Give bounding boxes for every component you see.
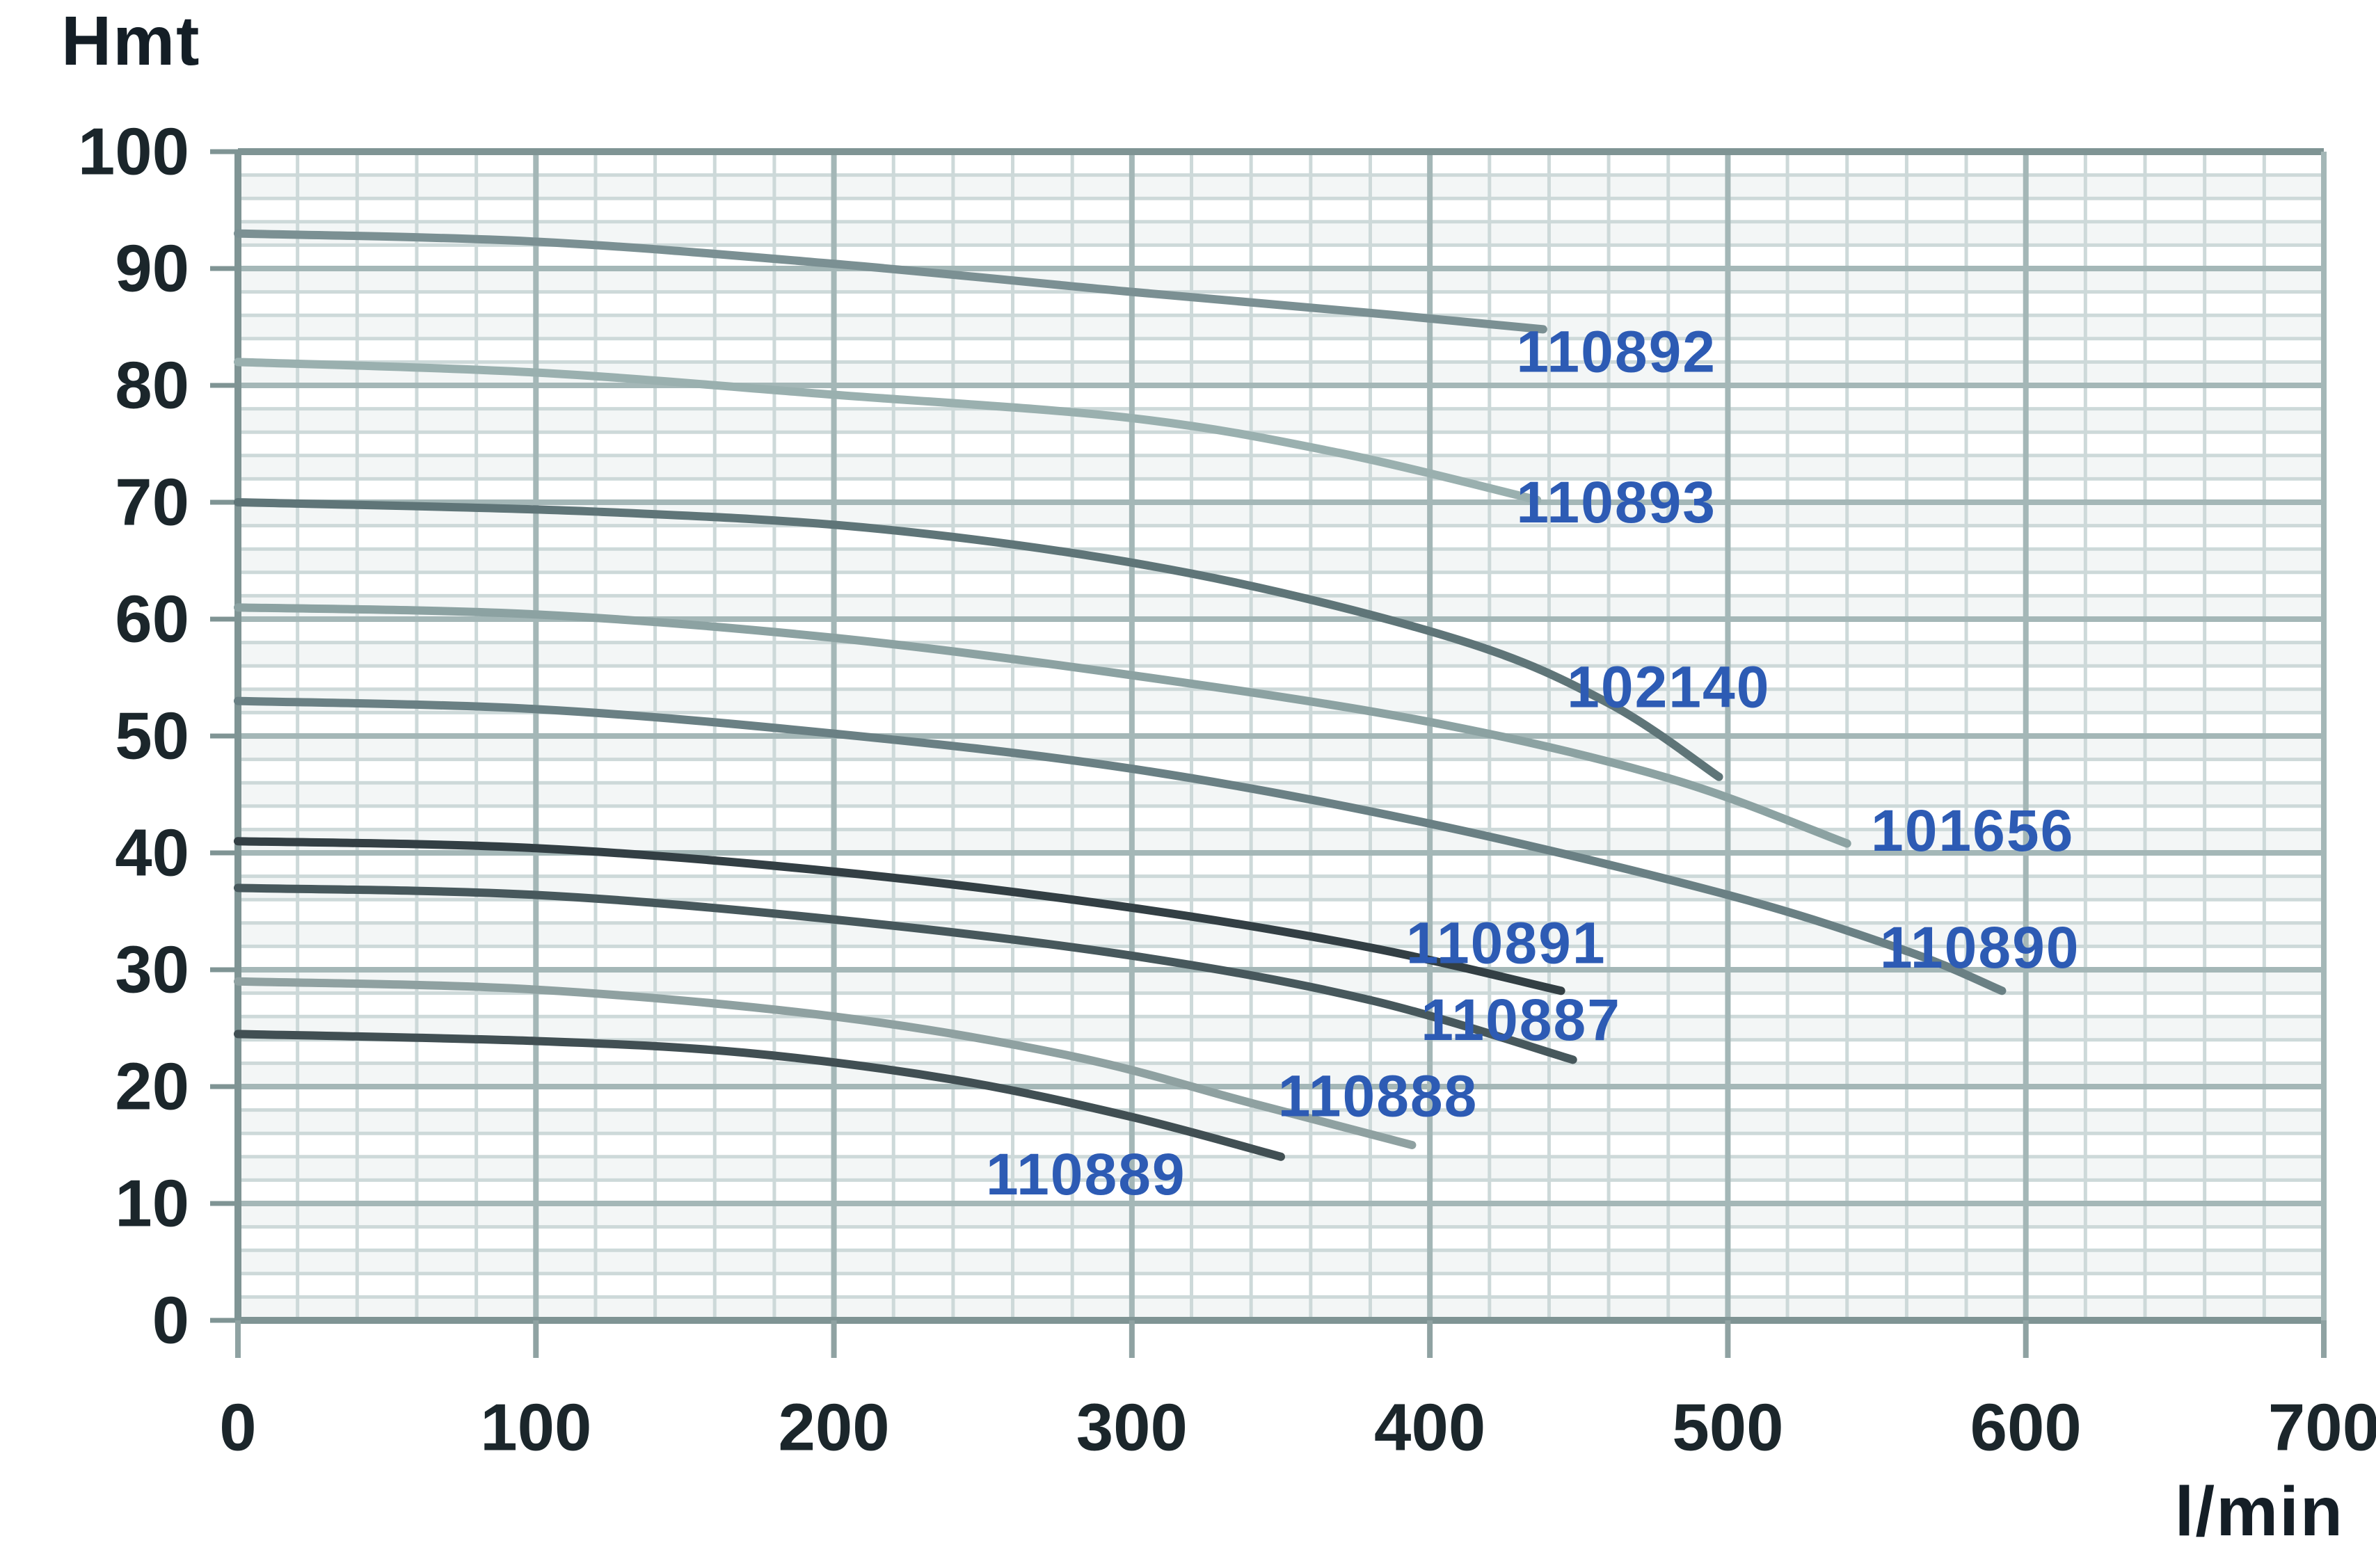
- x-tick-label: 0: [219, 1391, 256, 1465]
- curve-110891: [234, 837, 1565, 995]
- y-tick-label: 20: [115, 1050, 189, 1124]
- x-tick-label: 100: [480, 1391, 591, 1465]
- y-tick-label: 60: [115, 582, 189, 657]
- y-tick-label: 70: [115, 465, 189, 540]
- x-tick-label: 300: [1076, 1391, 1188, 1465]
- y-tick-label: 10: [115, 1167, 189, 1241]
- x-tick-label: 600: [1970, 1391, 2082, 1465]
- y-tick-label: 90: [115, 232, 189, 306]
- curve-110890: [234, 696, 2007, 995]
- curve-110889: [234, 1030, 1285, 1161]
- curve-102140: [234, 498, 1723, 781]
- curve-label-110887: 110887: [1421, 987, 1621, 1053]
- grid-band: [238, 408, 2324, 433]
- curve-label-110889: 110889: [986, 1142, 1186, 1207]
- x-tick-label: 700: [2268, 1391, 2376, 1465]
- y-tick-label: 30: [115, 933, 189, 1007]
- grid-band: [238, 736, 2324, 760]
- grid-band: [238, 315, 2324, 339]
- grid-band: [238, 642, 2324, 666]
- curve-label-101656: 101656: [1871, 798, 2074, 863]
- curve-101656: [234, 603, 1851, 848]
- curve-110893: [234, 358, 1542, 504]
- grid-band: [238, 269, 2324, 292]
- grid-band: [238, 455, 2324, 479]
- curve-label-110891: 110891: [1406, 910, 1606, 975]
- curve-110892: [234, 229, 1547, 334]
- curve-110888: [234, 977, 1417, 1149]
- curve-label-110892: 110892: [1516, 319, 1716, 384]
- x-tick-label: 400: [1374, 1391, 1485, 1465]
- grid-band: [238, 1297, 2324, 1320]
- x-axis-title: l/min: [2174, 1473, 2344, 1551]
- y-tick-label: 80: [115, 349, 189, 423]
- y-tick-label: 0: [152, 1283, 189, 1358]
- y-axis-title: Hmt: [61, 2, 201, 80]
- curve-label-110890: 110890: [1880, 915, 2080, 980]
- grid-band: [238, 1203, 2324, 1227]
- y-tick-label: 100: [78, 115, 189, 189]
- curve-label-102140: 102140: [1567, 654, 1770, 719]
- curve-110887: [234, 883, 1577, 1064]
- grid-band: [238, 1063, 2324, 1087]
- curve-label-110893: 110893: [1516, 470, 1716, 535]
- grid-band: [238, 1250, 2324, 1274]
- grid-band: [238, 175, 2324, 199]
- curve-label-110888: 110888: [1278, 1063, 1478, 1128]
- y-tick-label: 40: [115, 816, 189, 890]
- x-tick-label: 200: [778, 1391, 889, 1465]
- y-tick-label: 50: [115, 699, 189, 774]
- grid-band: [238, 1016, 2324, 1040]
- x-tick-label: 500: [1672, 1391, 1783, 1465]
- grid-band: [238, 549, 2324, 573]
